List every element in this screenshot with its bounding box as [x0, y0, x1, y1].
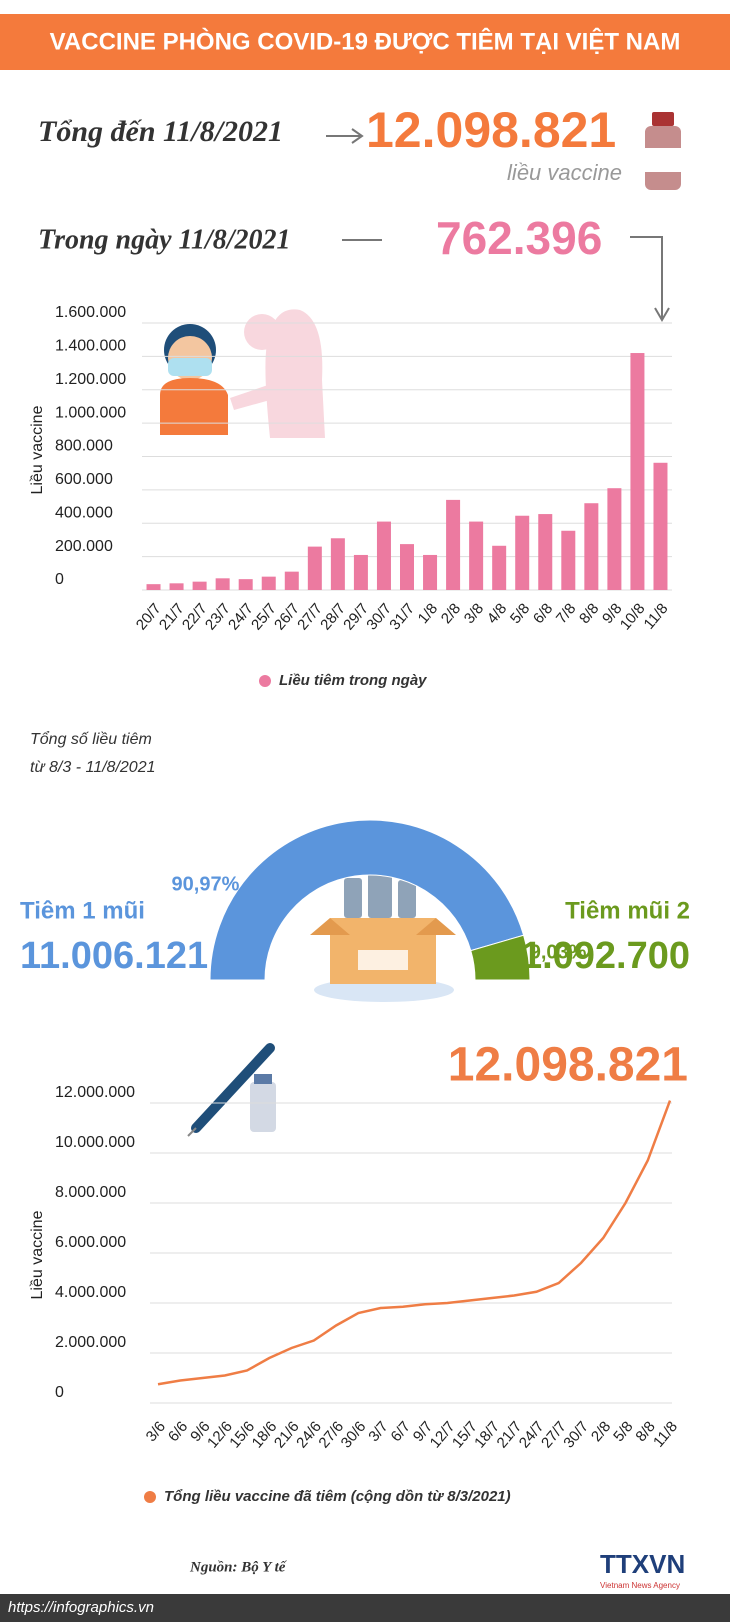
y-tick-label: 8.000.000 — [55, 1184, 126, 1201]
x-tick-label: 3/7 — [365, 1418, 391, 1445]
vial-icon — [645, 112, 681, 190]
box-illustration — [310, 870, 456, 1002]
bar — [492, 545, 507, 590]
legend-label: Liều tiêm trong ngày — [279, 672, 427, 689]
y-tick-label: 800.000 — [55, 438, 113, 455]
line — [157, 1100, 672, 1386]
y-tick-label: 4.000.000 — [55, 1284, 126, 1301]
x-tick-label: 8/8 — [576, 600, 602, 627]
day-label: Trong ngày 11/8/2021 — [38, 224, 291, 255]
bar — [423, 554, 438, 590]
y-tick-label: 10.000.000 — [55, 1134, 135, 1151]
day-value: 762.396 — [436, 212, 602, 264]
illustration — [160, 309, 325, 438]
value-label: 90,97% — [172, 873, 240, 895]
x-tick-label: 1/8 — [415, 600, 441, 627]
source: Nguồn: Bộ Y tế — [189, 1559, 288, 1575]
x-tick-label: 3/8 — [461, 600, 487, 627]
y-tick-label: 1.400.000 — [55, 338, 126, 355]
bar — [400, 544, 414, 590]
x-tick-label: 11/8 — [650, 1418, 681, 1450]
y-tick-label: 0 — [55, 571, 64, 588]
bar — [169, 583, 184, 590]
x-tick-label: 5/8 — [610, 1418, 636, 1445]
bar — [538, 514, 553, 590]
arrow — [630, 236, 670, 322]
x-tick-label: 2/8 — [588, 1418, 614, 1445]
brand-sub: Vietnam News Agency — [600, 1581, 680, 1590]
bar — [515, 515, 530, 590]
legend-label: Tổng liều vaccine đã tiêm (cộng dồn từ 8… — [164, 1488, 511, 1505]
y-tick-label: 2.000.000 — [55, 1334, 126, 1351]
y-tick-label: 12.000.000 — [55, 1084, 135, 1101]
total-unit: liều vaccine — [507, 160, 622, 185]
y-tick-label: 1.600.000 — [55, 304, 126, 321]
syringe-illustration — [187, 1043, 276, 1137]
bar — [238, 579, 253, 590]
bar — [307, 546, 322, 590]
arc — [470, 934, 531, 981]
total-label: Tổng đến 11/8/2021 — [38, 115, 283, 148]
y-tick-label: 400.000 — [55, 504, 113, 521]
y-tick-label: 1.200.000 — [55, 371, 126, 388]
arrow — [326, 128, 364, 144]
y-tick-label: 200.000 — [55, 538, 113, 555]
y-axis-label: Liều vaccine — [29, 405, 46, 494]
bar — [584, 503, 599, 590]
bar — [215, 578, 230, 590]
x-tick-label: 5/8 — [507, 600, 533, 627]
x-tick-label: 31/7 — [386, 600, 418, 633]
subtitle: Tổng số liều tiêm — [30, 730, 152, 748]
x-tick-label: 6/7 — [388, 1418, 414, 1445]
bar — [561, 530, 576, 590]
x-tick-label: 3/6 — [143, 1418, 169, 1445]
bar — [261, 576, 276, 590]
bar — [353, 554, 368, 590]
url: https://infographics.vn — [8, 1599, 154, 1616]
y-tick-label: 6.000.000 — [55, 1234, 126, 1251]
total-value: 12.098.821 — [366, 102, 616, 158]
bar — [653, 462, 668, 590]
brand: TTXVN — [600, 1549, 685, 1579]
subtitle: từ 8/3 - 11/8/2021 — [30, 759, 155, 776]
category-label: Tiêm mũi 2 — [565, 897, 690, 924]
bar — [446, 499, 461, 590]
bar — [630, 353, 645, 590]
value-label: 9,03% — [530, 941, 587, 963]
bar — [146, 584, 161, 590]
legend-marker — [259, 675, 271, 687]
bar — [284, 571, 299, 590]
bar — [469, 521, 484, 590]
annotation: 12.098.821 — [448, 1039, 688, 1092]
bar — [192, 581, 207, 590]
y-tick-label: 1.000.000 — [55, 404, 126, 421]
y-tick-label: 0 — [55, 1384, 64, 1401]
footer-bar — [0, 1594, 730, 1622]
title: VACCINE PHÒNG COVID-19 ĐƯỢC TIÊM TẠI VIỆ… — [50, 27, 681, 55]
header-bar — [0, 14, 730, 70]
bar — [376, 521, 391, 590]
y-tick-label: 600.000 — [55, 471, 113, 488]
bar — [330, 538, 345, 590]
bar — [607, 488, 622, 590]
arc — [209, 819, 525, 981]
count-label: 1.092.700 — [521, 935, 690, 977]
legend-marker — [144, 1491, 156, 1503]
x-tick-label: 2/8 — [438, 600, 464, 627]
x-tick-label: 6/6 — [165, 1418, 191, 1445]
x-tick-label: 7/8 — [553, 600, 579, 627]
category-label: Tiêm 1 mũi — [20, 897, 145, 924]
count-label: 11.006.121 — [20, 935, 208, 977]
y-axis-label: Liều vaccine — [29, 1210, 46, 1299]
x-tick-label: 11/8 — [641, 600, 672, 632]
x-tick-label: 6/8 — [530, 600, 556, 627]
x-tick-label: 4/8 — [484, 600, 510, 627]
